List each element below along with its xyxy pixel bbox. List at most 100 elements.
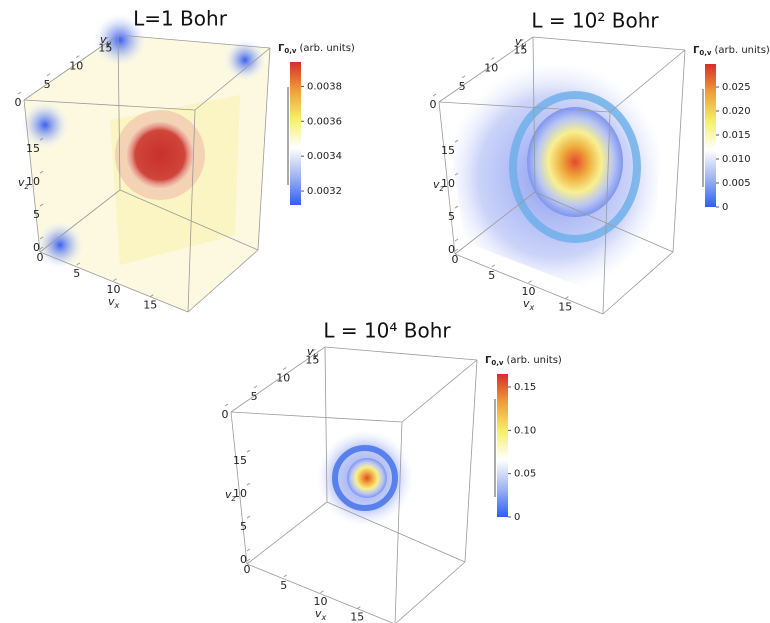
colorbar-tick-label: 0.010 <box>722 154 751 165</box>
z-tick-label: 0 <box>240 553 247 566</box>
y-tick-label: 0 <box>15 96 22 109</box>
axis-label-sub: y <box>106 39 112 48</box>
z-tick-label: 15 <box>441 144 455 157</box>
cube-edge <box>402 360 477 422</box>
colorbar-tick-label: 0.05 <box>514 469 536 480</box>
y-tick-label: 5 <box>459 80 466 93</box>
colorbar-tick-label: 0.0036 <box>307 116 342 127</box>
axis-label-sub: y <box>521 41 527 50</box>
axis-label-sub: x <box>114 301 120 310</box>
colorbar-sub: 0,v <box>284 47 297 55</box>
y-axis-label: vy <box>307 345 319 360</box>
z-tick-label: 15 <box>26 142 40 155</box>
y-tick <box>283 368 286 370</box>
z-tick-label: 5 <box>240 520 247 533</box>
x-tick-label: 5 <box>73 267 80 280</box>
axis-label-sub: x <box>321 613 327 622</box>
cube-edge <box>395 562 465 623</box>
x-tick-label: 10 <box>522 285 536 298</box>
axis-label-sub: y <box>313 351 319 360</box>
x-axis-label: vx <box>108 295 120 310</box>
y-tick <box>225 404 228 406</box>
colorbar-side <box>287 87 289 185</box>
colorbar-units: (arb. units) <box>506 355 561 366</box>
x-tick <box>247 559 250 561</box>
cube-edge <box>533 37 685 50</box>
cube-edge <box>247 502 327 564</box>
z-tick <box>247 549 250 551</box>
colorbar-side <box>702 89 704 187</box>
cube-edge <box>325 347 477 360</box>
y-tick <box>47 74 50 76</box>
colorbar-tick-label: 0.10 <box>514 425 536 436</box>
volume-2 <box>445 62 665 292</box>
colorbar-label: Γ0,v(arb. units) <box>485 355 562 367</box>
colorbar-tick-label: 0 <box>514 512 520 523</box>
axis-label-sub: z <box>439 184 445 193</box>
chart-title: L = 10² Bohr <box>531 9 659 33</box>
y-tick <box>433 94 436 96</box>
y-axis-label: vy <box>515 35 527 50</box>
x-tick <box>565 297 568 299</box>
colorbar-tick-label: 0.15 <box>514 382 536 393</box>
x-axis-label: vx <box>523 297 535 312</box>
colorbar-tick-label: 0.0032 <box>307 186 342 197</box>
y-tick-label: 10 <box>276 372 290 385</box>
colorbar-tick-label: 0 <box>722 202 728 213</box>
x-tick-label: 15 <box>143 299 157 312</box>
colorbar-tick-label: 0.0034 <box>307 151 342 162</box>
z-tick <box>247 450 250 452</box>
chart-title: L=1 Bohr <box>133 7 228 31</box>
volume-1 <box>20 12 270 312</box>
y-tick <box>491 58 494 60</box>
colorbar-label: Γ0,v(arb. units) <box>278 43 355 55</box>
z-tick-label: 0 <box>448 243 455 256</box>
axis-label-sub: z <box>24 182 30 191</box>
x-tick-label: 5 <box>280 579 287 592</box>
cube-edge <box>673 50 685 252</box>
colorbar-tick-label: 0.025 <box>722 82 751 93</box>
colorbar-side <box>494 399 496 497</box>
x-tick-label: 10 <box>107 283 121 296</box>
z-tick-label: 5 <box>448 210 455 223</box>
x-tick <box>321 591 324 593</box>
colorbar-tick-label: 0.020 <box>722 106 751 117</box>
x-tick-label: 10 <box>314 595 328 608</box>
x-axis-label: vx <box>315 607 327 622</box>
colorbar-label: Γ0,v(arb. units) <box>693 45 770 57</box>
colorbar <box>497 374 508 517</box>
z-tick <box>247 516 250 518</box>
z-tick <box>455 206 458 208</box>
axis-label-sub: x <box>529 303 535 312</box>
z-tick-label: 0 <box>33 241 40 254</box>
colorbar-tick-label: 0.005 <box>722 178 751 189</box>
colorbar <box>705 64 716 207</box>
x-tick <box>492 265 495 267</box>
y-tick-label: 0 <box>222 408 229 421</box>
y-tick-label: 10 <box>484 62 498 75</box>
z-tick <box>247 483 250 485</box>
y-tick-label: 5 <box>44 78 51 91</box>
colorbar-units: (arb. units) <box>299 43 354 54</box>
cube-edge <box>465 360 477 562</box>
cube-edge <box>231 412 402 422</box>
y-tick-label: 10 <box>69 60 83 73</box>
x-tick-label: 15 <box>350 611 364 623</box>
x-tick-label: 5 <box>488 269 495 282</box>
axis-label-sub: z <box>231 494 237 503</box>
colorbar-sub: 0,v <box>699 49 712 57</box>
colorbar-units: (arb. units) <box>714 45 769 56</box>
x-tick <box>455 249 458 251</box>
y-tick <box>462 76 465 78</box>
colorbar-sub: 0,v <box>491 359 504 367</box>
x-tick <box>529 281 532 283</box>
chart-title: L = 10⁴ Bohr <box>323 319 451 343</box>
figure: L=1 Bohr051015vx051015vy051015vz0.00320.… <box>0 0 770 623</box>
colorbar-tick-label: 0.015 <box>722 130 751 141</box>
z-tick-label: 15 <box>233 454 247 467</box>
y-tick <box>254 386 257 388</box>
colorbar <box>290 62 301 205</box>
colorbar-tick-label: 0.0038 <box>307 81 342 92</box>
x-tick <box>284 575 287 577</box>
y-tick <box>76 56 79 58</box>
